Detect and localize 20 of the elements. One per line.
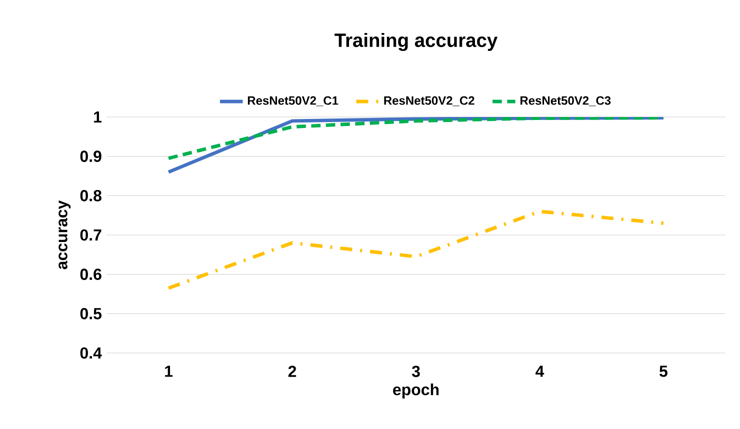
x-tick-label: 2 xyxy=(288,366,296,377)
y-tick-label: 0.8 xyxy=(80,190,102,202)
y-tick-label: 0.4 xyxy=(80,347,102,359)
y-axis-title: accuracy xyxy=(58,200,71,270)
line-series xyxy=(166,117,666,160)
legend-label: ResNet50V2_C3 xyxy=(520,96,611,106)
y-tick-label: 1 xyxy=(94,112,102,123)
legend-label: ResNet50V2_C2 xyxy=(384,96,474,106)
line-series xyxy=(166,210,666,290)
x-tick-label: 4 xyxy=(536,366,544,377)
x-tick-label: 1 xyxy=(165,366,173,377)
chart-title: Training accuracy xyxy=(334,32,498,51)
y-tick-label: 0.7 xyxy=(80,229,102,241)
x-tick-label: 3 xyxy=(412,366,420,378)
y-tick-label: 0.5 xyxy=(80,308,102,320)
y-tick-label: 0.6 xyxy=(80,268,102,280)
x-axis-title: epoch xyxy=(393,384,439,398)
y-tick-label: 0.9 xyxy=(80,150,102,162)
legend-label: ResNet50V2_C1 xyxy=(248,96,338,106)
x-tick-label: 5 xyxy=(660,366,668,377)
